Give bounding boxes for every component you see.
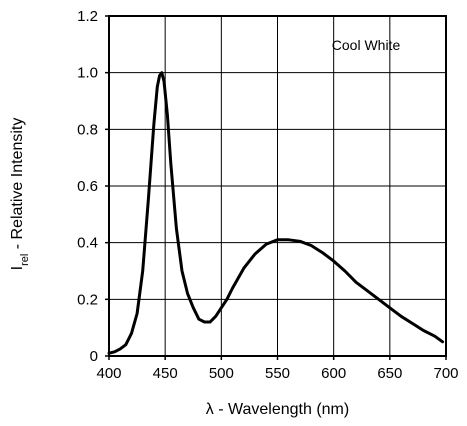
x-tick-label: 500 [209,365,234,382]
x-axis-title: λ - Wavelength (nm) [206,401,349,418]
y-tick-label: 0.6 [77,178,98,195]
grid [105,15,447,360]
x-tick-label: 400 [96,365,121,382]
y-tick-label: 1.2 [77,8,98,25]
plot-area-frame [108,15,447,357]
x-axis-title-text: - Wavelength (nm) [214,401,349,418]
x-tick-labels: 400 450 500 550 600 650 700 [96,365,458,382]
x-tick-label: 650 [377,365,402,382]
y-tick-labels: 0 0.2 0.4 0.6 0.8 1.0 1.2 [77,8,98,365]
y-tick-label: 0 [90,348,98,365]
spectrum-line [107,71,445,355]
y-tick-label: 1.0 [77,65,98,82]
x-tick-label: 550 [265,365,290,382]
x-axis-lambda: λ [206,401,214,418]
y-tick-label: 0.2 [77,291,98,308]
y-axis-symbol: I [9,266,26,270]
x-tick-label: 450 [153,365,178,382]
x-tick-label: 700 [433,365,458,382]
x-tick-label: 600 [321,365,346,382]
y-axis-subscript: rel [19,254,31,266]
y-axis-title: Irel - Relative Intensity [9,118,31,271]
y-axis-title-text: - Relative Intensity [9,118,26,254]
y-tick-label: 0.8 [77,121,98,138]
series-layer [107,71,445,355]
annotation-label: Cool White [332,37,401,53]
y-tick-label: 0.4 [77,235,98,252]
